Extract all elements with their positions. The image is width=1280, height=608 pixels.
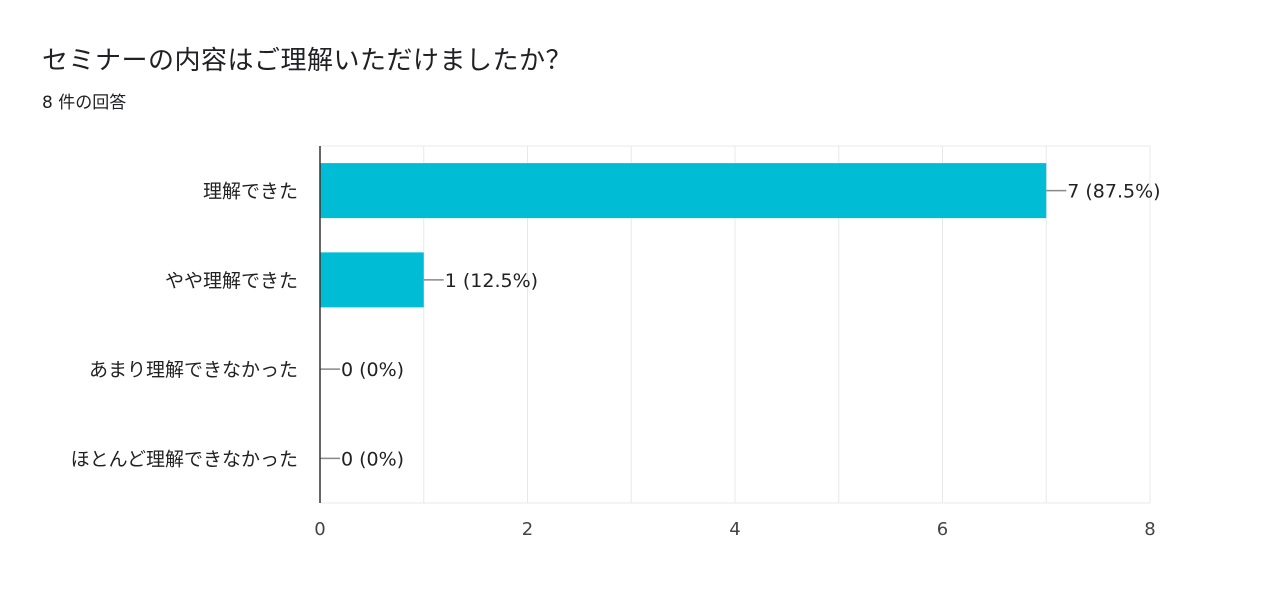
x-tick-label: 2 (522, 519, 533, 540)
category-label: あまり理解できなかった (89, 359, 298, 381)
data-label: 1 (12.5%) (445, 270, 538, 292)
data-label: 0 (0%) (341, 359, 404, 381)
x-tick-label: 8 (1144, 519, 1155, 540)
chart-title: セミナーの内容はご理解いただけましたか？ (42, 46, 573, 76)
data-label: 0 (0%) (341, 448, 404, 470)
bar[interactable] (320, 252, 424, 308)
x-tick-label: 4 (729, 519, 740, 540)
grid-lines (320, 145, 1151, 504)
bars (320, 163, 1047, 308)
category-label: ほとんど理解できなかった (71, 448, 298, 470)
category-label: 理解できた (203, 181, 298, 203)
labels: 7 (87.5%) 理解できた 1 (12.5%) やや理解できた 0 (0%) あまり理… (71, 146, 1161, 540)
bar[interactable] (320, 163, 1047, 219)
response-count: 8 件の回答 (42, 93, 127, 113)
x-tick-label: 0 (314, 519, 325, 540)
category-label: やや理解できた (165, 270, 298, 292)
x-tick-label: 6 (937, 519, 948, 540)
data-label: 7 (87.5%) (1067, 181, 1160, 203)
